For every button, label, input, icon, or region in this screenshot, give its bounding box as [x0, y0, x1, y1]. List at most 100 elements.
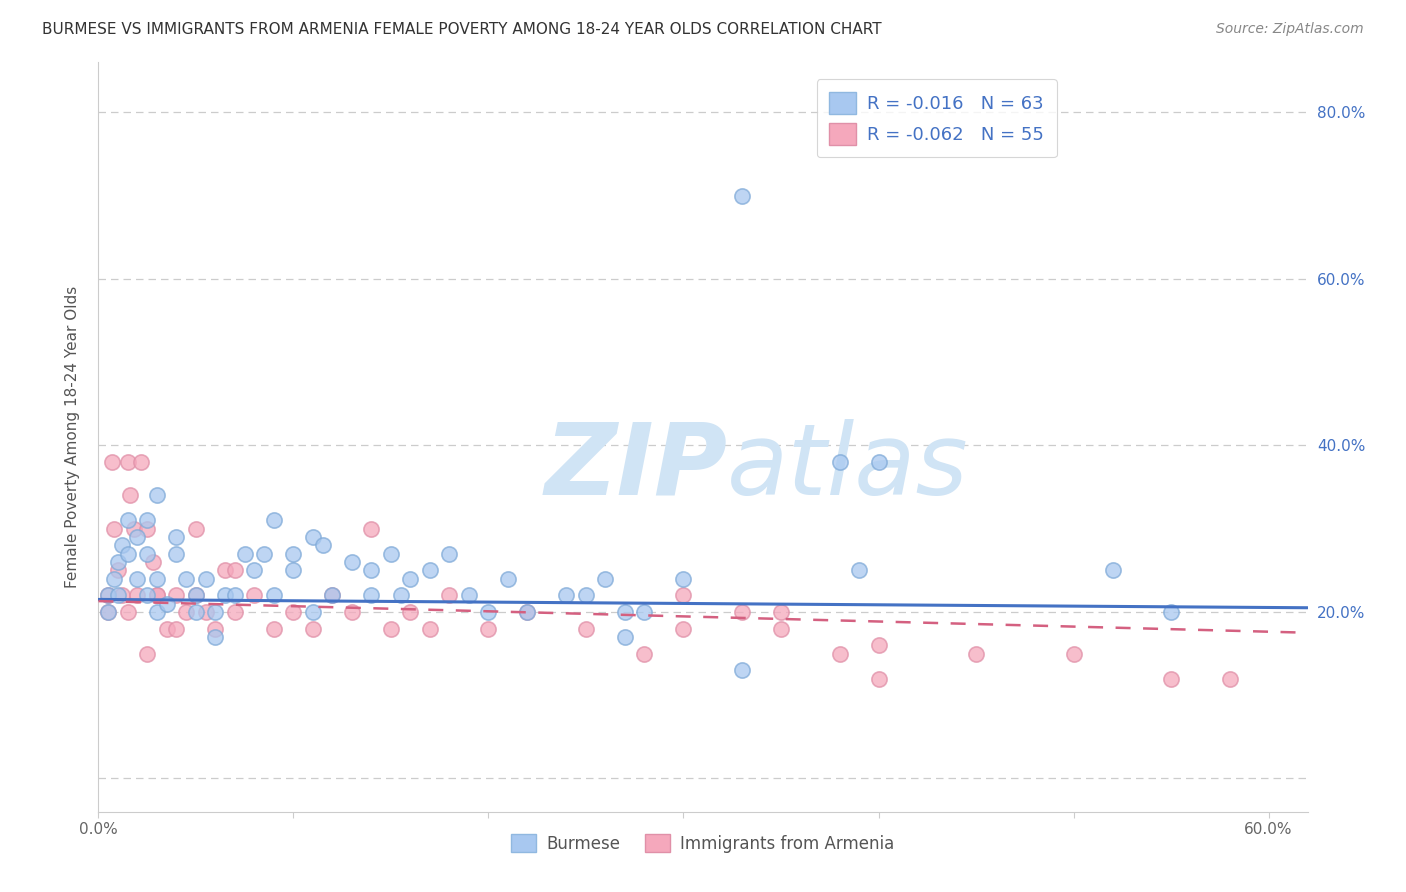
Point [127, 588, 149, 602]
Point [419, 622, 441, 636]
Point [399, 605, 422, 619]
Point [111, 588, 134, 602]
Point [146, 605, 169, 619]
Point [389, 588, 412, 602]
Point [127, 572, 149, 586]
Point [312, 538, 335, 552]
Point [174, 572, 197, 586]
Point [146, 588, 169, 602]
Point [224, 588, 246, 602]
Point [496, 572, 519, 586]
Point [101, 455, 124, 469]
Point [1219, 672, 1241, 686]
Point [828, 455, 851, 469]
Point [419, 563, 441, 577]
Point [672, 622, 695, 636]
Point [1063, 647, 1085, 661]
Point [165, 530, 187, 544]
Point [1160, 605, 1182, 619]
Point [117, 455, 139, 469]
Point [477, 605, 499, 619]
Point [165, 588, 187, 602]
Point [111, 538, 134, 552]
Point [263, 513, 285, 527]
Point [263, 588, 285, 602]
Point [360, 522, 382, 536]
Point [142, 555, 165, 569]
Text: BURMESE VS IMMIGRANTS FROM ARMENIA FEMALE POVERTY AMONG 18-24 YEAR OLDS CORRELAT: BURMESE VS IMMIGRANTS FROM ARMENIA FEMAL… [42, 22, 882, 37]
Point [614, 630, 637, 644]
Point [136, 588, 159, 602]
Point [321, 588, 343, 602]
Point [184, 522, 207, 536]
Point [263, 622, 285, 636]
Point [131, 455, 153, 469]
Point [633, 647, 655, 661]
Text: atlas: atlas [727, 418, 969, 516]
Point [283, 547, 305, 561]
Point [103, 572, 125, 586]
Point [828, 647, 851, 661]
Point [672, 588, 695, 602]
Point [848, 563, 870, 577]
Point [477, 622, 499, 636]
Point [122, 522, 145, 536]
Legend: Burmese, Immigrants from Armenia: Burmese, Immigrants from Armenia [505, 828, 901, 860]
Point [516, 605, 538, 619]
Point [174, 605, 197, 619]
Point [439, 588, 461, 602]
Point [204, 605, 226, 619]
Point [136, 522, 159, 536]
Point [283, 563, 305, 577]
Point [136, 513, 159, 527]
Point [1101, 563, 1123, 577]
Point [107, 563, 129, 577]
Point [555, 588, 578, 602]
Point [243, 563, 266, 577]
Point [340, 555, 363, 569]
Point [302, 530, 325, 544]
Y-axis label: Female Poverty Among 18-24 Year Olds: Female Poverty Among 18-24 Year Olds [65, 286, 80, 588]
Point [614, 605, 637, 619]
Point [97, 605, 120, 619]
Point [97, 588, 120, 602]
Point [439, 547, 461, 561]
Text: Source: ZipAtlas.com: Source: ZipAtlas.com [1216, 22, 1364, 37]
Point [731, 663, 754, 677]
Point [595, 572, 617, 586]
Point [380, 547, 402, 561]
Point [458, 588, 481, 602]
Point [399, 572, 422, 586]
Point [633, 605, 655, 619]
Point [136, 547, 159, 561]
Point [575, 622, 598, 636]
Point [868, 672, 890, 686]
Point [204, 622, 226, 636]
Point [103, 522, 125, 536]
Point [575, 588, 598, 602]
Point [184, 588, 207, 602]
Point [194, 605, 217, 619]
Point [146, 588, 169, 602]
Point [1160, 672, 1182, 686]
Point [340, 605, 363, 619]
Point [965, 647, 987, 661]
Point [283, 605, 305, 619]
Point [204, 630, 226, 644]
Point [360, 563, 382, 577]
Point [97, 588, 120, 602]
Point [107, 555, 129, 569]
Point [516, 605, 538, 619]
Point [214, 588, 236, 602]
Point [146, 488, 169, 502]
Point [224, 605, 246, 619]
Point [731, 188, 754, 202]
Point [302, 605, 325, 619]
Point [97, 605, 120, 619]
Point [769, 622, 792, 636]
Point [136, 647, 159, 661]
Point [117, 547, 139, 561]
Point [184, 588, 207, 602]
Point [184, 605, 207, 619]
Point [224, 563, 246, 577]
